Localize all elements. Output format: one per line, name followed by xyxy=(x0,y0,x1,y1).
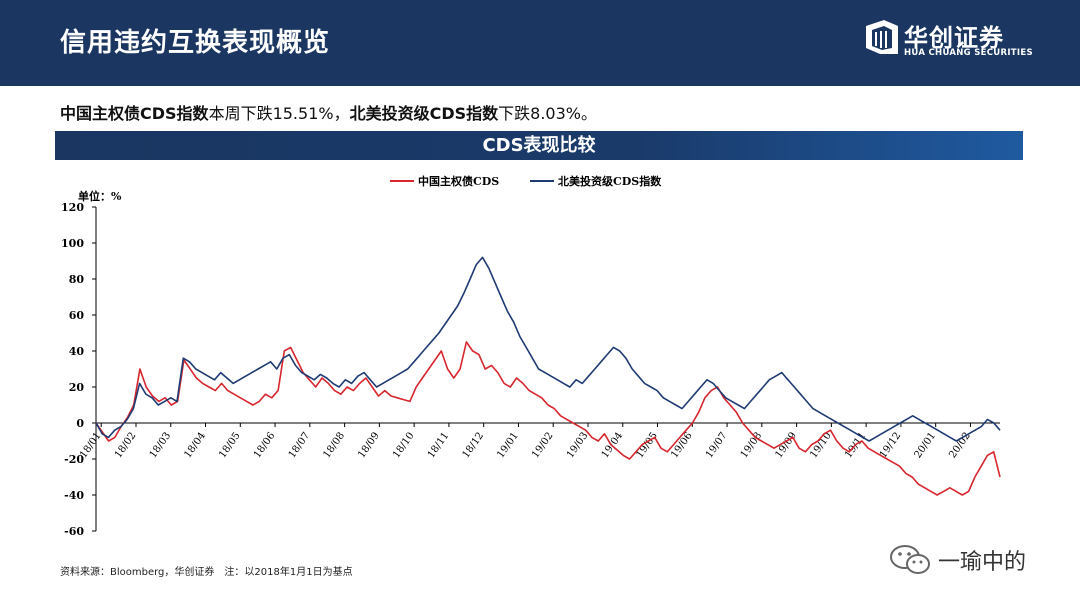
x-tick-label: 20/02 xyxy=(947,430,973,460)
legend-label: 北美投资级CDS指数 xyxy=(558,174,662,188)
series-line xyxy=(95,341,1001,496)
x-tick-label: 19/05 xyxy=(634,430,660,460)
chart-legend: 中国主权债CDS 北美投资级CDS指数 xyxy=(390,174,662,188)
source-note: 资料来源：Bloomberg，华创证券 注：以2018年1月1日为基点 xyxy=(60,567,353,578)
y-tick-label: -60 xyxy=(64,525,84,538)
series-line xyxy=(95,256,1001,442)
y-tick-label: 60 xyxy=(69,309,85,322)
logo-mark-icon xyxy=(866,20,898,54)
x-tick-label: 18/12 xyxy=(461,430,487,460)
x-tick-label: 19/01 xyxy=(495,430,521,460)
x-tick-label: 18/03 xyxy=(148,430,174,460)
y-tick-label: 120 xyxy=(61,201,84,214)
y-tick-label: 40 xyxy=(69,345,85,358)
logo-name: 华创证券 xyxy=(904,24,1004,52)
chart-series xyxy=(95,256,1001,496)
logo-subtitle: HUA CHUANG SECURITIES xyxy=(904,48,1033,58)
y-tick-label: 100 xyxy=(61,237,84,250)
y-tick-label: -20 xyxy=(64,453,84,466)
x-tick-label: 18/08 xyxy=(322,430,348,460)
x-tick-label: 19/03 xyxy=(565,430,591,460)
summary-text: 中国主权债CDS指数本周下跌15.51%，北美投资级CDS指数下跌8.03%。 xyxy=(60,100,597,124)
x-tick-label: 18/07 xyxy=(287,430,313,460)
page-title: 信用违约互换表现概览 xyxy=(60,28,331,58)
x-tick-label: 19/08 xyxy=(739,430,765,460)
x-tick-label: 18/06 xyxy=(252,430,278,460)
y-unit-label: 单位：% xyxy=(78,189,122,203)
summary-china-label: 中国主权债CDS指数 xyxy=(60,104,209,123)
x-tick-label: 18/10 xyxy=(391,430,417,460)
summary-na-change: 下跌8.03%。 xyxy=(498,104,597,123)
chart-title-bar: CDS表现比较 xyxy=(55,131,1023,160)
cds-line-chart: 中国主权债CDS 北美投资级CDS指数 单位：% -60 -40 -20 0 20 40 60… xyxy=(61,174,1001,538)
summary-na-label: 北美投资级CDS指数 xyxy=(349,104,499,123)
y-tick-label: -40 xyxy=(64,489,84,502)
wechat-icon xyxy=(890,545,930,574)
x-tick-label: 19/10 xyxy=(808,430,834,460)
y-tick-label: 0 xyxy=(76,417,84,430)
summary-china-change: 本周下跌15.51%， xyxy=(208,104,350,123)
x-tick-label: 18/01 xyxy=(78,430,104,460)
x-tick-label: 19/02 xyxy=(530,430,556,460)
x-tick-label: 18/04 xyxy=(182,430,208,460)
x-tick-label: 20/01 xyxy=(913,430,939,460)
x-tick-label: 19/07 xyxy=(704,430,730,460)
x-tick-label: 18/11 xyxy=(426,430,452,460)
x-tick-label: 18/09 xyxy=(356,430,382,460)
wechat-watermark: 一瑜中的 xyxy=(888,540,1058,580)
legend-label: 中国主权债CDS xyxy=(418,174,499,188)
header-banner: 信用违约互换表现概览 华创证券 HUA CHUANG SECURITIES xyxy=(0,0,1080,86)
y-tick-label: 80 xyxy=(69,273,85,286)
y-tick-label: 20 xyxy=(69,381,85,394)
company-logo: 华创证券 HUA CHUANG SECURITIES xyxy=(864,18,1034,64)
x-tick-label: 18/05 xyxy=(217,430,243,460)
watermark-text: 一瑜中的 xyxy=(938,550,1027,575)
